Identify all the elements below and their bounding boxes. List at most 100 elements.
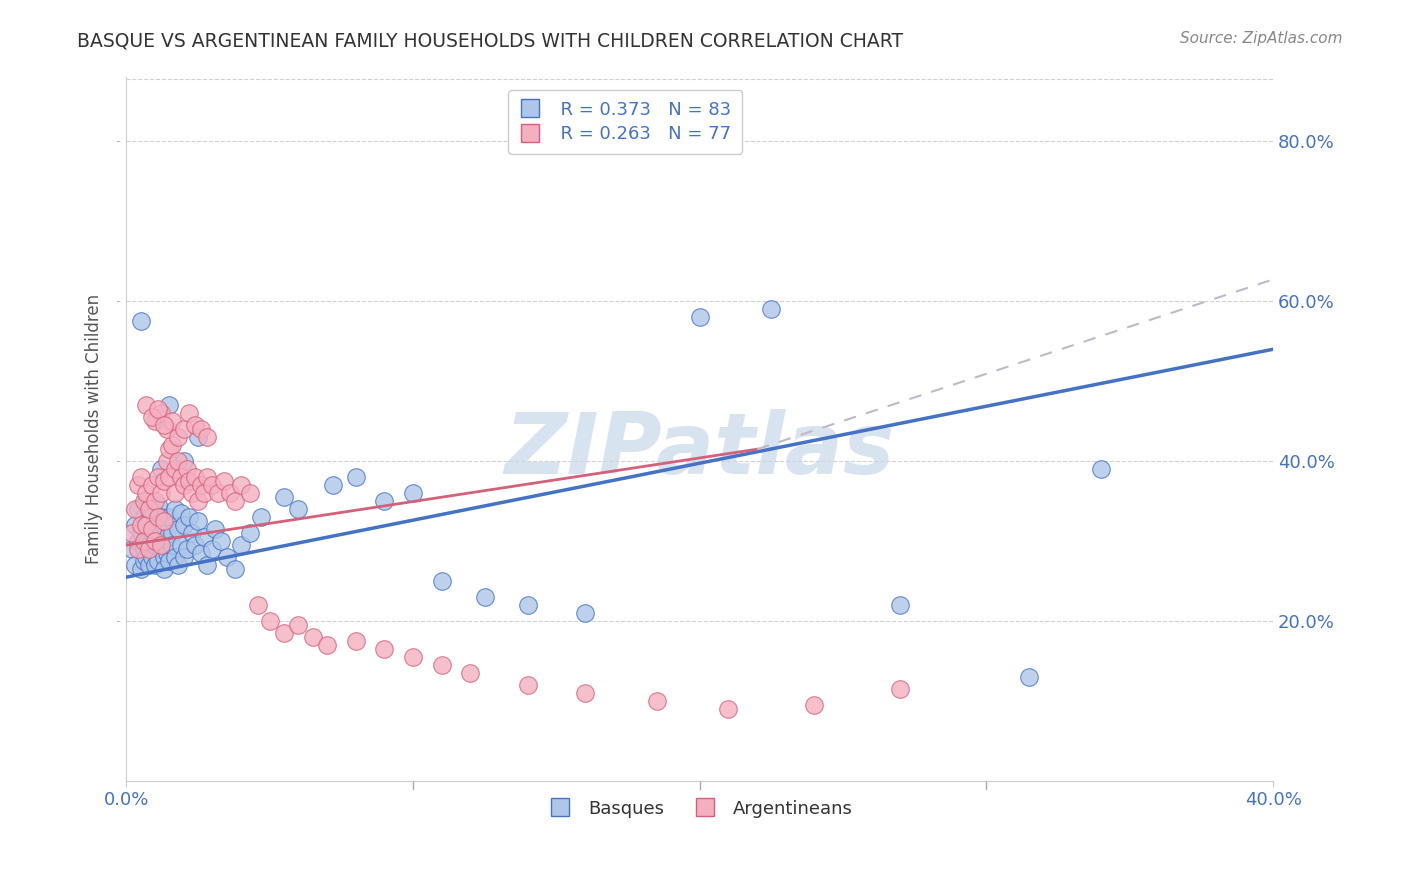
Point [430, 658, 453, 673]
Point [149, 538, 172, 552]
Point [141, 410, 163, 425]
Point [190, 546, 212, 560]
Point [157, 470, 180, 484]
Point [141, 502, 163, 516]
Point [889, 681, 911, 696]
Point [129, 314, 152, 328]
Point [430, 574, 453, 588]
Point [803, 698, 825, 712]
Point [179, 510, 201, 524]
Point [162, 526, 184, 541]
Point [143, 414, 166, 428]
Point [129, 526, 152, 541]
Point [146, 554, 169, 568]
Point [516, 678, 538, 692]
Point [170, 538, 193, 552]
Legend: Basques, Argentineans: Basques, Argentineans [540, 792, 860, 825]
Point [167, 430, 190, 444]
Point [229, 478, 252, 492]
Point [574, 686, 596, 700]
Point [152, 550, 174, 565]
Point [184, 470, 207, 484]
Point [138, 506, 160, 520]
Point [247, 598, 270, 612]
Point [149, 542, 172, 557]
Point [127, 534, 149, 549]
Point [287, 502, 309, 516]
Point [176, 542, 198, 557]
Point [152, 518, 174, 533]
Point [127, 502, 149, 516]
Point [129, 562, 152, 576]
Point [207, 486, 229, 500]
Point [187, 430, 209, 444]
Point [129, 518, 152, 533]
Point [165, 462, 187, 476]
Point [173, 422, 195, 436]
Point [181, 486, 204, 500]
Point [138, 558, 160, 573]
Point [301, 630, 323, 644]
Point [124, 502, 146, 516]
Point [167, 522, 190, 536]
Point [143, 514, 166, 528]
Point [149, 486, 172, 500]
Point [193, 530, 215, 544]
Point [135, 518, 157, 533]
Point [1090, 462, 1112, 476]
Point [143, 534, 166, 549]
Point [201, 478, 224, 492]
Point [132, 554, 155, 568]
Point [170, 470, 193, 484]
Point [135, 550, 157, 565]
Point [215, 550, 238, 565]
Point [173, 550, 195, 565]
Point [889, 598, 911, 612]
Point [173, 478, 195, 492]
Point [179, 474, 201, 488]
Point [135, 530, 157, 544]
Point [132, 494, 155, 508]
Point [141, 526, 163, 541]
Point [460, 666, 482, 681]
Point [138, 502, 160, 516]
Point [273, 626, 295, 640]
Point [190, 478, 212, 492]
Point [474, 590, 496, 604]
Point [218, 486, 240, 500]
Point [162, 438, 184, 452]
Point [165, 486, 187, 500]
Point [167, 454, 190, 468]
Point [193, 486, 215, 500]
Point [187, 494, 209, 508]
Point [127, 478, 149, 492]
Point [146, 510, 169, 524]
Point [173, 454, 195, 468]
Point [316, 638, 339, 652]
Point [135, 486, 157, 500]
Point [195, 430, 218, 444]
Point [135, 518, 157, 533]
Point [1018, 670, 1040, 684]
Point [157, 442, 180, 457]
Point [250, 510, 273, 524]
Point [155, 454, 177, 468]
Point [146, 402, 169, 417]
Point [152, 562, 174, 576]
Point [574, 606, 596, 620]
Point [138, 502, 160, 516]
Point [344, 634, 367, 648]
Point [516, 598, 538, 612]
Point [176, 462, 198, 476]
Point [195, 558, 218, 573]
Point [187, 514, 209, 528]
Point [717, 702, 740, 716]
Point [132, 542, 155, 557]
Point [239, 486, 262, 500]
Point [152, 418, 174, 433]
Point [229, 538, 252, 552]
Point [162, 538, 184, 552]
Point [170, 506, 193, 520]
Point [287, 618, 309, 632]
Point [224, 494, 246, 508]
